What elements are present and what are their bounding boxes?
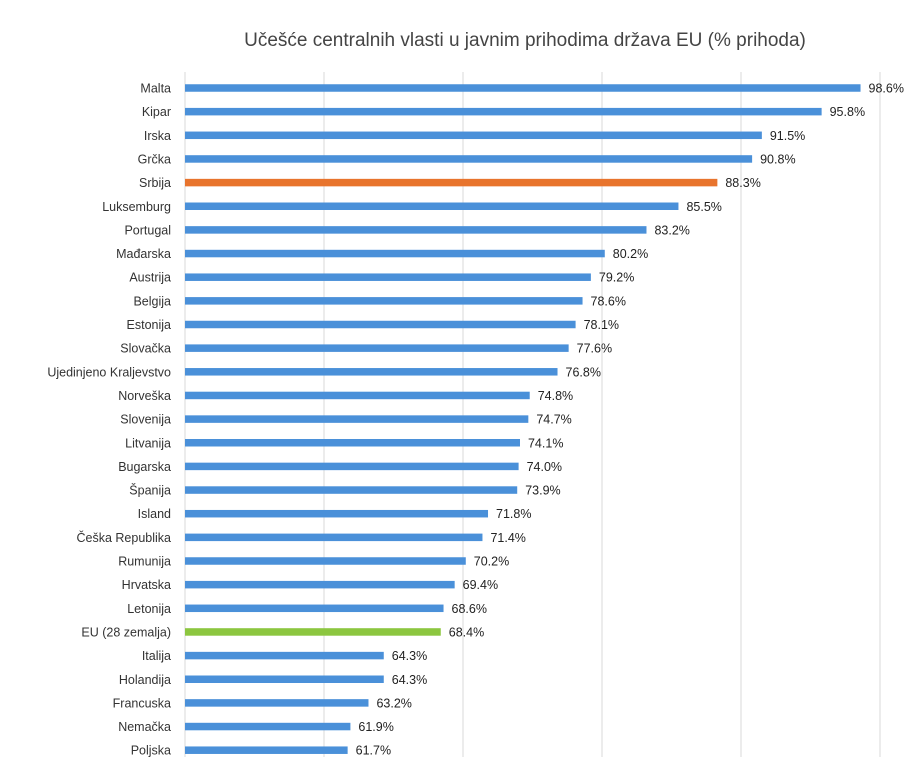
data-label: 63.2% xyxy=(376,696,411,710)
bar xyxy=(185,391,530,400)
bar xyxy=(185,580,455,589)
bar xyxy=(185,628,441,636)
bar xyxy=(185,722,351,731)
category-label: Portugal xyxy=(124,223,171,237)
data-label: 68.4% xyxy=(449,625,484,639)
data-label: 77.6% xyxy=(577,342,612,356)
bar xyxy=(185,155,753,163)
data-label: 98.6% xyxy=(869,82,904,96)
category-label: Luksemburg xyxy=(102,200,171,214)
category-label: Bugarska xyxy=(118,460,171,474)
data-label: 61.7% xyxy=(356,744,391,757)
data-label: 64.3% xyxy=(392,673,427,687)
bar xyxy=(185,651,384,660)
category-label: Belgija xyxy=(133,294,171,308)
bar xyxy=(185,84,861,92)
category-label: Češka Republika xyxy=(77,530,172,545)
category-label: Srbija xyxy=(139,176,171,190)
bar xyxy=(185,509,489,518)
category-label: Irska xyxy=(144,129,171,143)
data-label: 68.6% xyxy=(452,602,487,616)
bar xyxy=(185,131,762,140)
category-label: Slovenija xyxy=(120,413,171,427)
category-label: Italija xyxy=(142,649,171,663)
bar xyxy=(185,202,679,210)
data-label: 91.5% xyxy=(770,129,805,143)
bar xyxy=(185,462,519,471)
data-label: 80.2% xyxy=(613,247,648,261)
bar xyxy=(185,486,518,494)
data-label: 74.0% xyxy=(527,460,562,474)
category-label: Holandija xyxy=(119,673,171,687)
data-label: 71.8% xyxy=(496,507,531,521)
category-label: Island xyxy=(138,507,171,521)
bar xyxy=(185,415,529,423)
chart-title: Učešće centralnih vlasti u javnim prihod… xyxy=(244,30,806,51)
data-label: 64.3% xyxy=(392,649,427,663)
bar xyxy=(185,439,520,447)
data-label: 83.2% xyxy=(654,223,689,237)
bar xyxy=(185,746,348,754)
category-label: Austrija xyxy=(129,271,171,285)
data-label: 70.2% xyxy=(474,555,509,569)
category-label: Slovačka xyxy=(120,342,171,356)
bar xyxy=(185,368,558,376)
category-label: Ujedinjeno Kraljevstvo xyxy=(47,365,171,379)
category-label: Rumunija xyxy=(118,555,171,569)
bar xyxy=(185,273,591,281)
data-label: 90.8% xyxy=(760,152,795,166)
category-label: Nemačka xyxy=(118,720,171,734)
category-label: EU (28 zemalja) xyxy=(81,625,171,639)
category-label: Španija xyxy=(129,483,171,498)
data-label: 61.9% xyxy=(358,720,393,734)
category-label: Litvanija xyxy=(125,436,171,450)
category-label: Poljska xyxy=(131,744,171,757)
bar xyxy=(185,320,576,329)
bar xyxy=(185,675,384,683)
category-label: Francuska xyxy=(113,696,171,710)
data-label: 74.8% xyxy=(538,389,573,403)
bar xyxy=(185,226,647,234)
data-label: 74.7% xyxy=(536,413,571,427)
category-label: Norveška xyxy=(118,389,171,403)
category-label: Mađarska xyxy=(116,247,171,261)
data-label: 71.4% xyxy=(490,531,525,545)
category-label: Kipar xyxy=(142,105,171,119)
data-label: 73.9% xyxy=(525,484,560,498)
data-label: 74.1% xyxy=(528,436,563,450)
bar xyxy=(185,107,822,116)
category-label: Malta xyxy=(140,82,171,96)
data-label: 85.5% xyxy=(686,200,721,214)
data-label: 79.2% xyxy=(599,271,634,285)
bars: Malta 98.6% Kipar 95.8% Irska 91.5% Grčka 90.8%… xyxy=(47,82,904,757)
category-label: Hrvatska xyxy=(122,578,171,592)
data-label: 78.6% xyxy=(591,294,626,308)
category-label: Letonija xyxy=(127,602,171,616)
data-label: 69.4% xyxy=(463,578,498,592)
bar xyxy=(185,557,466,565)
category-label: Estonija xyxy=(127,318,172,332)
bar xyxy=(185,604,444,613)
data-label: 76.8% xyxy=(566,365,601,379)
data-label: 78.1% xyxy=(584,318,619,332)
bar xyxy=(185,178,718,187)
category-label: Grčka xyxy=(138,152,171,166)
bar xyxy=(185,533,483,542)
bar xyxy=(185,297,583,305)
bar xyxy=(185,699,369,707)
data-label: 95.8% xyxy=(830,105,865,119)
bar xyxy=(185,249,605,258)
bar xyxy=(185,344,569,352)
data-label: 88.3% xyxy=(725,176,760,190)
